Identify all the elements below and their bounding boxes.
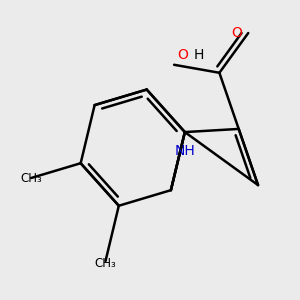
- Text: H: H: [194, 48, 204, 62]
- Text: O: O: [231, 26, 242, 40]
- Text: CH₃: CH₃: [20, 172, 42, 184]
- Text: NH: NH: [175, 144, 195, 158]
- Text: O: O: [177, 48, 188, 62]
- Text: CH₃: CH₃: [95, 257, 116, 270]
